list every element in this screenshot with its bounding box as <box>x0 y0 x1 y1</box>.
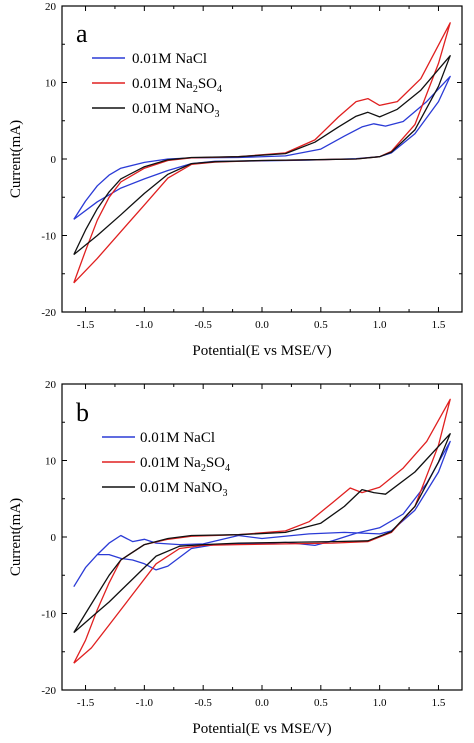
y-tick-label: 20 <box>45 1 57 13</box>
series-line-0-01m-na2so4 <box>73 22 451 284</box>
series-line-0-01m-nano3 <box>73 55 451 256</box>
y-tick-label: 10 <box>45 456 57 468</box>
x-tick-label: 0.5 <box>314 697 328 709</box>
legend-entry: 0.01M NaCl <box>140 430 215 446</box>
x-tick-label: -1.5 <box>77 319 95 331</box>
y-tick-label: -20 <box>41 307 56 319</box>
y-tick-label: -10 <box>41 609 56 621</box>
y-tick-label: 0 <box>51 154 57 166</box>
legend-entry: 0.01M Na2SO4 <box>132 76 222 95</box>
panel-label: a <box>76 19 88 48</box>
y-axis-title: Current(mA) <box>8 498 24 576</box>
series-line-0-01m-na2so4 <box>73 398 451 664</box>
x-tick-label: 0.0 <box>255 319 269 331</box>
x-tick-label: 1.0 <box>373 697 387 709</box>
x-tick-label: 0.5 <box>314 319 328 331</box>
plot-frame <box>61 5 463 313</box>
series-line-0-01m-nacl <box>73 440 451 588</box>
x-tick-label: -0.5 <box>194 319 212 331</box>
chart-panel-b: -1.5 -1.0 -0.5 0.0 0.5 1.0 1.5 -20 -10 0 10 20 Poten… <box>8 379 463 737</box>
y-axis-title: Current(mA) <box>8 120 24 198</box>
x-tick-label: -1.5 <box>77 697 95 709</box>
plot-frame <box>61 383 463 691</box>
x-tick-label: 1.5 <box>432 319 446 331</box>
y-tick-label: 0 <box>51 532 57 544</box>
x-tick-label: 1.5 <box>432 697 446 709</box>
x-tick-label: -0.5 <box>194 697 212 709</box>
legend-entry: 0.01M NaCl <box>132 51 207 67</box>
x-tick-label: 1.0 <box>373 319 387 331</box>
chart-panel-a: -1.5 -1.0 -0.5 0.0 0.5 1.0 1.5 -20 -10 0 10 20 Poten… <box>8 1 463 359</box>
y-tick-label: 10 <box>45 78 57 90</box>
x-tick-label: -1.0 <box>136 319 154 331</box>
x-tick-label: 0.0 <box>255 697 269 709</box>
panel-label: b <box>76 398 89 427</box>
y-tick-label: -20 <box>41 685 56 697</box>
x-tick-label: -1.0 <box>136 697 154 709</box>
y-tick-label: -10 <box>41 231 56 243</box>
series-line-0-01m-nano3 <box>73 433 451 634</box>
x-axis-title: Potential(E vs MSE/V) <box>192 721 331 737</box>
x-axis-title: Potential(E vs MSE/V) <box>192 343 331 359</box>
legend-entry: 0.01M Na2SO4 <box>140 455 230 474</box>
legend: 0.01M NaCl 0.01M Na2SO4 0.01M NaNO3 <box>92 51 222 120</box>
legend-entry: 0.01M NaNO3 <box>132 101 220 120</box>
y-tick-label: 20 <box>45 379 57 391</box>
legend-entry: 0.01M NaNO3 <box>140 480 228 499</box>
legend: 0.01M NaCl 0.01M Na2SO4 0.01M NaNO3 <box>102 430 230 499</box>
